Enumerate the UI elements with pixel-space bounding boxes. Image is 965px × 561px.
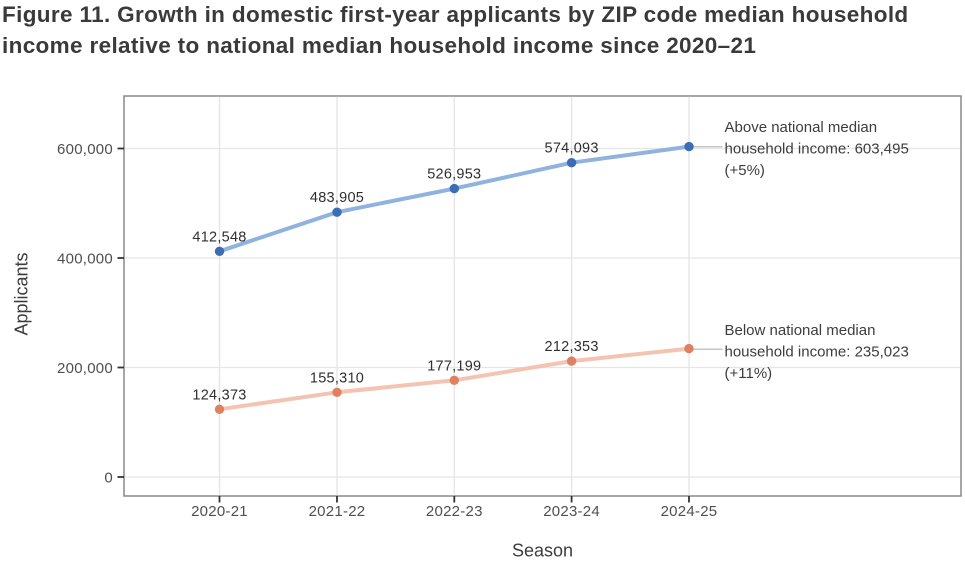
svg-text:200,000: 200,000: [57, 360, 113, 377]
svg-text:155,310: 155,310: [310, 370, 364, 386]
svg-text:household income: 603,495: household income: 603,495: [725, 140, 909, 157]
svg-text:Above national median: Above national median: [725, 119, 878, 136]
svg-text:Below national median: Below national median: [725, 322, 876, 339]
svg-text:2021-22: 2021-22: [309, 503, 366, 520]
svg-text:124,373: 124,373: [192, 387, 246, 403]
svg-text:177,199: 177,199: [427, 358, 481, 374]
svg-text:2022-23: 2022-23: [426, 503, 483, 520]
svg-text:412,548: 412,548: [192, 229, 246, 245]
svg-text:526,953: 526,953: [427, 167, 481, 183]
svg-text:Season: Season: [512, 541, 573, 561]
svg-text:0: 0: [104, 469, 113, 486]
svg-text:household income: 235,023: household income: 235,023: [725, 343, 909, 360]
svg-text:212,353: 212,353: [545, 339, 599, 355]
svg-text:2024-25: 2024-25: [661, 503, 718, 520]
svg-text:400,000: 400,000: [57, 250, 113, 267]
svg-text:(+5%): (+5%): [725, 162, 765, 179]
svg-text:2023-24: 2023-24: [543, 503, 600, 520]
svg-text:2020-21: 2020-21: [191, 503, 248, 520]
svg-text:(+11%): (+11%): [725, 365, 773, 382]
svg-text:483,905: 483,905: [310, 190, 364, 206]
svg-text:600,000: 600,000: [57, 141, 113, 158]
svg-text:574,093: 574,093: [545, 141, 599, 157]
svg-text:Applicants: Applicants: [12, 252, 32, 335]
